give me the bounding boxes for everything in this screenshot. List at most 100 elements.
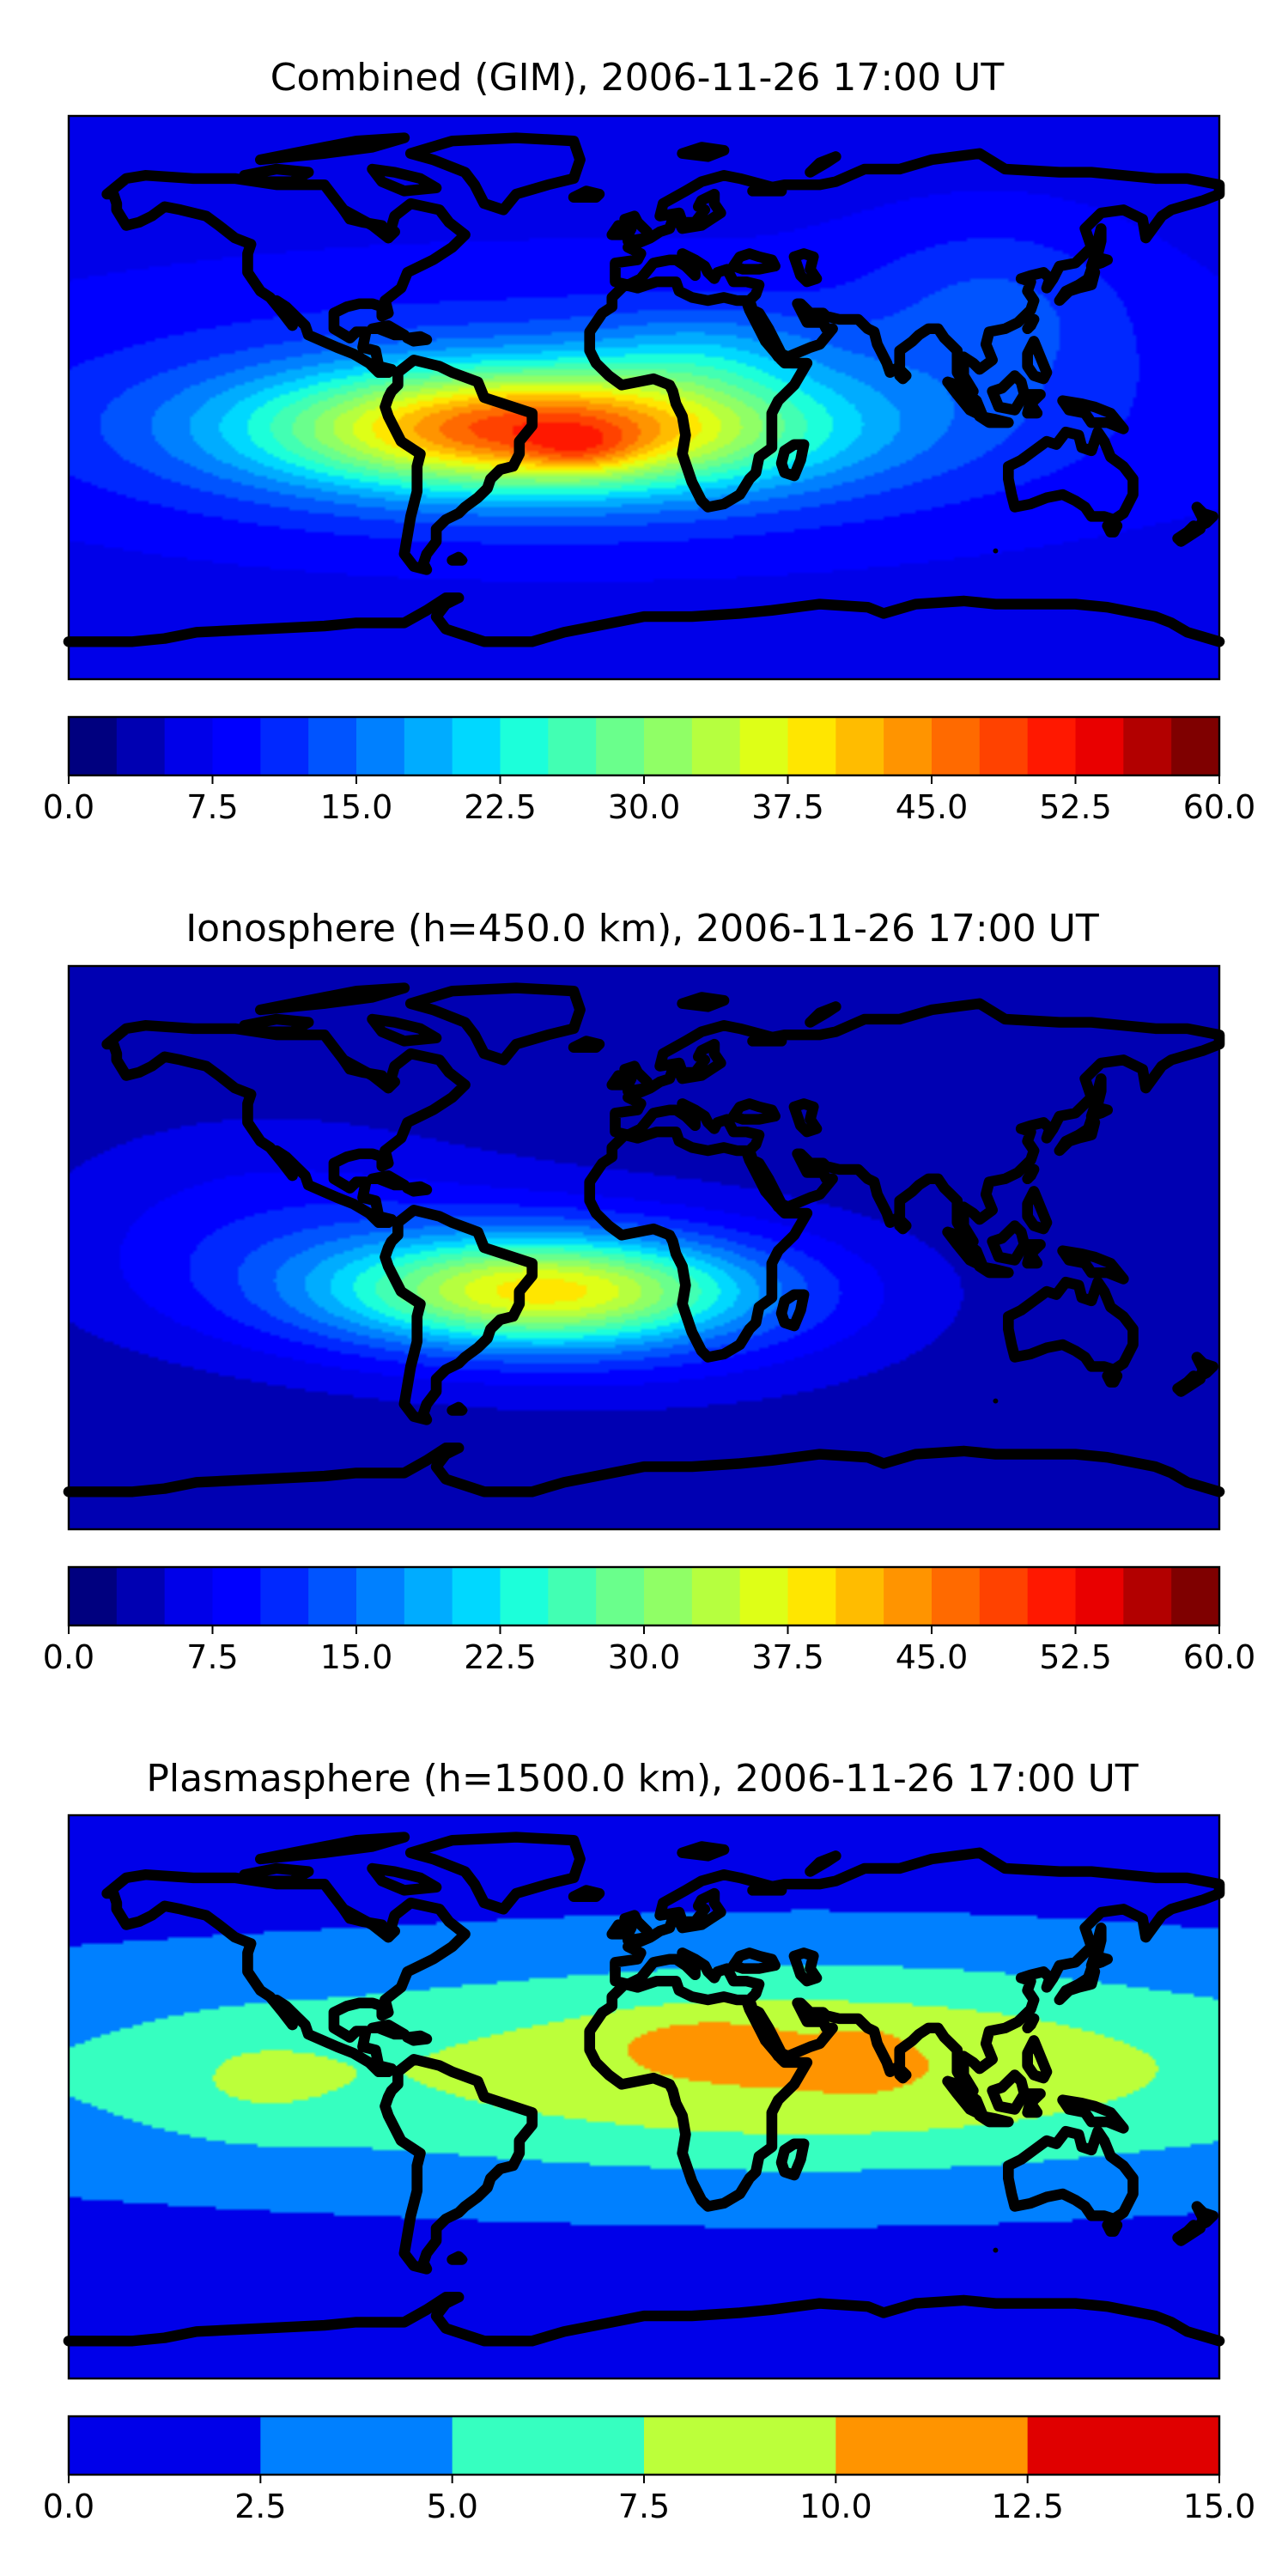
colorbar-swatch: [979, 1567, 1029, 1625]
colorbar-tick-label: 7.5: [186, 788, 238, 826]
colorbar-swatch: [500, 1567, 549, 1625]
colorbar-swatch: [1171, 717, 1220, 775]
colorbar-swatch: [404, 1567, 453, 1625]
colorbar-tick-label: 15.0: [320, 788, 393, 826]
panel-plasmasphere: Plasmasphere (h=1500.0 km), 2006-11-26 1…: [43, 1757, 1256, 2525]
colorbar-tick-label: 5.0: [426, 2488, 477, 2525]
colorbar-swatch: [884, 1567, 933, 1625]
colorbar-swatch: [787, 1567, 836, 1625]
colorbar-swatch: [69, 1567, 118, 1625]
colorbar-swatch: [835, 717, 884, 775]
colorbar-swatch: [116, 717, 166, 775]
colorbar-tick-label: 30.0: [608, 1638, 681, 1676]
map-frame: [67, 114, 1221, 681]
colorbar-swatch: [739, 1567, 789, 1625]
colorbar-swatch: [1075, 1567, 1124, 1625]
colorbar-swatch: [404, 717, 453, 775]
colorbar-swatch: [260, 717, 309, 775]
map: [67, 1814, 1221, 2380]
colorbar-swatch: [787, 717, 836, 775]
heatmap-field: [69, 1815, 1219, 2379]
colorbar-swatch: [452, 2416, 645, 2475]
colorbar-swatch: [644, 1567, 693, 1625]
colorbar-swatch: [835, 1567, 884, 1625]
colorbar-swatch: [356, 717, 405, 775]
map: [67, 964, 1221, 1531]
colorbar-tick-label: 37.5: [751, 1638, 824, 1676]
colorbar-swatch: [644, 717, 693, 775]
colorbar-swatch: [500, 717, 549, 775]
colorbar-swatch: [1075, 717, 1124, 775]
colorbar-swatch: [452, 717, 501, 775]
colorbar-tick-label: 2.5: [234, 2488, 286, 2525]
panel-title: Plasmasphere (h=1500.0 km), 2006-11-26 1…: [146, 1757, 1138, 1801]
colorbar-swatch: [691, 717, 741, 775]
colorbar-tick-label: 22.5: [464, 788, 537, 826]
heatmap-field: [69, 966, 1219, 1529]
colorbar-swatch: [356, 1567, 405, 1625]
colorbar-swatch: [1027, 2416, 1220, 2475]
colorbar-swatch: [1123, 1567, 1172, 1625]
colorbar-tick-label: 0.0: [43, 2488, 94, 2525]
colorbar-swatch: [69, 717, 118, 775]
colorbar-tick-label: 15.0: [320, 1638, 393, 1676]
colorbar-swatch: [596, 717, 645, 775]
colorbar-tick-label: 0.0: [43, 1638, 94, 1676]
colorbar-tick-label: 7.5: [618, 2488, 670, 2525]
panel-combined: Combined (GIM), 2006-11-26 17:00 UT 0.0 7…: [43, 56, 1256, 826]
colorbar-swatch: [739, 717, 789, 775]
colorbar-swatch: [308, 717, 357, 775]
colorbar-tick-label: 45.0: [896, 1638, 969, 1676]
colorbar-swatch: [1171, 1567, 1220, 1625]
colorbar-swatch: [164, 717, 214, 775]
colorbar-swatch: [1027, 1567, 1077, 1625]
colorbar-tick-label: 12.5: [991, 2488, 1064, 2525]
colorbar-tick-label: 52.5: [1039, 1638, 1112, 1676]
colorbar-swatch: [884, 717, 933, 775]
colorbar-swatch: [644, 2416, 836, 2475]
colorbar-tick-label: 45.0: [896, 788, 969, 826]
colorbar-tick-label: 22.5: [464, 1638, 537, 1676]
colorbar-swatch: [979, 717, 1029, 775]
colorbar-swatch: [116, 1567, 166, 1625]
colorbar-swatch: [548, 717, 597, 775]
colorbar-tick-label: 37.5: [751, 788, 824, 826]
colorbar-swatch: [69, 2416, 261, 2475]
colorbar-tick-label: 30.0: [608, 788, 681, 826]
colorbar-swatch: [932, 717, 981, 775]
colorbar-swatch: [691, 1567, 741, 1625]
colorbar-swatch: [596, 1567, 645, 1625]
colorbar-tick-label: 0.0: [43, 788, 94, 826]
panel-title: Ionosphere (h=450.0 km), 2006-11-26 17:0…: [185, 907, 1099, 951]
colorbar-swatch: [1123, 717, 1172, 775]
coastlines: [69, 988, 1219, 1492]
colorbar-swatch: [1027, 717, 1077, 775]
colorbar-tick-label: 10.0: [799, 2488, 872, 2525]
colorbar-tick-label: 7.5: [186, 1638, 238, 1676]
colorbar-swatch: [212, 1567, 261, 1625]
colorbar-swatch: [452, 1567, 501, 1625]
colorbar: 0.0 7.5 15.0 22.5 30.0 37.5 45.0 52.5 60.0: [43, 715, 1256, 826]
colorbar-swatch: [548, 1567, 597, 1625]
colorbar-swatch: [164, 1567, 214, 1625]
colorbar-tick-label: 15.0: [1183, 2488, 1256, 2525]
colorbar-tick-label: 60.0: [1183, 1638, 1256, 1676]
colorbar-tick-label: 60.0: [1183, 788, 1256, 826]
colorbar: 0.0 7.5 15.0 22.5 30.0 37.5 45.0 52.5 60.0: [43, 1565, 1256, 1676]
panel-title: Combined (GIM), 2006-11-26 17:00 UT: [270, 56, 1005, 100]
colorbar-swatch: [835, 2416, 1029, 2475]
colorbar-swatch: [260, 2416, 453, 2475]
map-frame: [67, 964, 1221, 1531]
heatmap-field: [69, 116, 1219, 679]
panel-ionosphere: Ionosphere (h=450.0 km), 2006-11-26 17:0…: [43, 907, 1256, 1676]
colorbar-swatch: [212, 717, 261, 775]
colorbar: 0.0 2.5 5.0 7.5 10.0 12.5 15.0: [43, 2415, 1256, 2525]
coastlines: [69, 138, 1219, 642]
colorbar-swatch: [260, 1567, 309, 1625]
colorbar-swatch: [932, 1567, 981, 1625]
map-frame: [67, 1814, 1221, 2380]
colorbar-tick-label: 52.5: [1039, 788, 1112, 826]
colorbar-swatch: [308, 1567, 357, 1625]
coastlines: [69, 1838, 1219, 2342]
